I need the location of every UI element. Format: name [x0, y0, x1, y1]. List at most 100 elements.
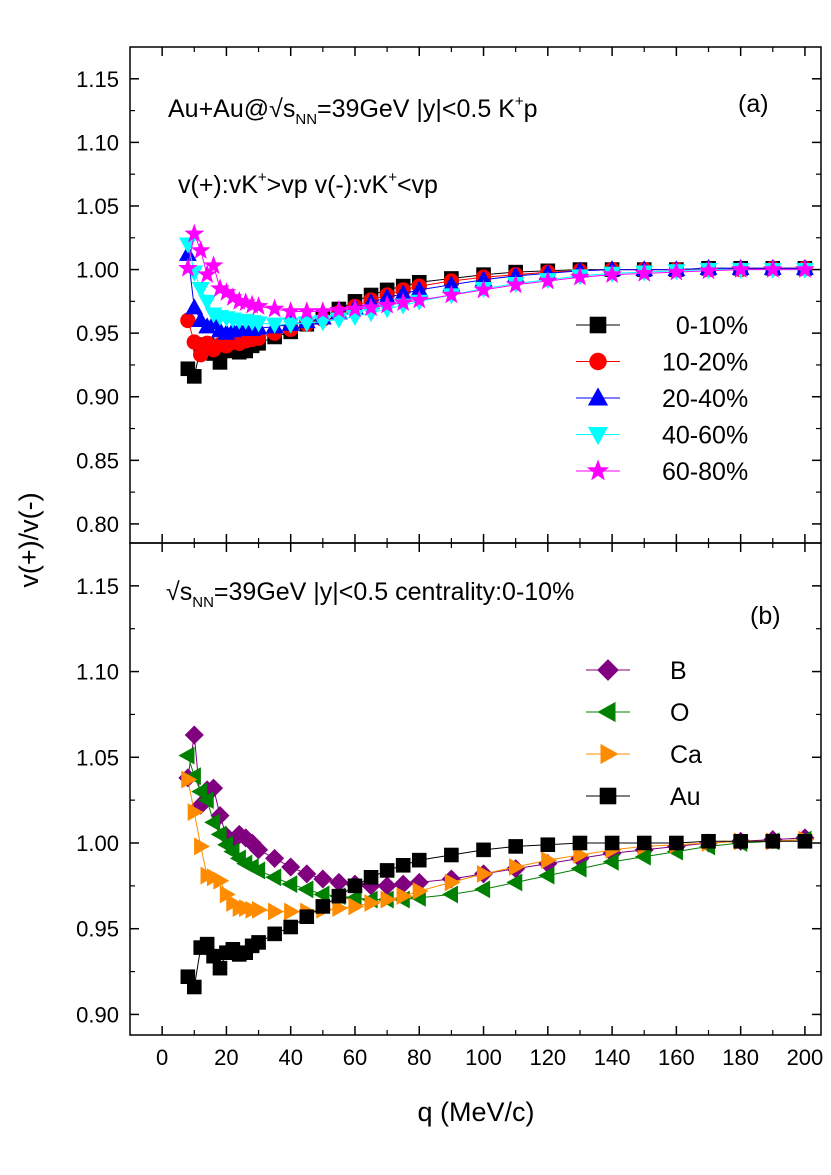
panel-b-data-point	[444, 873, 461, 892]
panel-b-data-point	[348, 897, 365, 916]
legend-b-label: Au	[670, 783, 701, 811]
panel-a-data-point	[666, 261, 687, 281]
panel-a-data-point	[345, 298, 365, 318]
panel-b-data-point	[331, 888, 347, 904]
panel-b-data-point	[476, 864, 493, 883]
panel-b-data-point	[187, 803, 204, 822]
panel-a-ytick-label: 0.95	[76, 321, 119, 346]
panel-b-data-point	[297, 864, 317, 884]
panel-b-data-point	[538, 866, 555, 885]
panel-b-data-point	[570, 859, 587, 878]
legend-b-marker	[600, 743, 619, 765]
panel-b-data-point	[284, 902, 301, 921]
x-tick-label: 140	[594, 1045, 631, 1070]
panel-b-data-point	[194, 837, 211, 856]
panel-b-data-point	[181, 770, 198, 789]
panel-b-data-point	[444, 847, 459, 863]
panel-a-data-point	[762, 259, 783, 278]
panel-b-series-1	[178, 746, 812, 909]
panel-b-ytick-label: 0.95	[76, 917, 119, 942]
panel-b-data-point	[197, 791, 214, 810]
panel-b-data-point	[572, 835, 588, 851]
panel-a-data-point	[197, 264, 217, 284]
panel-a-series-4	[178, 223, 815, 320]
legend-a-marker	[589, 352, 607, 371]
panel-b-data-point	[541, 851, 558, 870]
panel-a-data-point	[473, 279, 494, 299]
panel-a-data-point	[248, 296, 269, 315]
panel-b-series-line	[187, 734, 805, 887]
panel-b-data-point	[249, 861, 266, 880]
panel-b-data-point	[213, 871, 230, 890]
panel-a-data-point	[312, 301, 333, 320]
legend-b-label: Ca	[670, 741, 702, 769]
panel-b-data-point	[701, 833, 716, 849]
panel-a-data-point	[730, 259, 751, 278]
panel-b-data-point	[506, 873, 523, 892]
panel-b-data-point	[396, 887, 413, 906]
panel-b-label: (b)	[750, 602, 781, 630]
panel-b-data-point	[299, 909, 315, 925]
panel-b-data-point	[184, 725, 204, 745]
panel-b-data-point	[573, 846, 590, 864]
panel-b-data-point	[347, 878, 363, 894]
legend-a-label: 10-20%	[662, 349, 748, 377]
x-tick-label: 100	[465, 1045, 502, 1070]
panel-a-data-point	[249, 316, 268, 333]
panel-a-data-point	[190, 240, 211, 259]
legend-b-marker	[599, 787, 617, 805]
legend-b-label: O	[670, 699, 689, 727]
panel-a-data-point	[281, 317, 300, 334]
panel-a-data-point	[185, 298, 204, 315]
panel-b-data-point	[380, 890, 397, 909]
panel-a-ytick-label: 0.80	[76, 512, 119, 537]
panel-a-data-point	[178, 237, 197, 254]
x-tick-label: 40	[278, 1045, 302, 1070]
panel-a-ytick-label: 0.85	[76, 448, 119, 473]
legend-a-marker	[587, 426, 609, 446]
panel-b-data-point	[634, 847, 651, 866]
panel-b-frame	[129, 542, 822, 1036]
legend-a-marker	[586, 459, 610, 481]
panel-b-data-point	[297, 880, 314, 899]
panel-a-data-point	[602, 264, 622, 284]
panel-a-data-point	[537, 270, 558, 290]
panel-b-data-point	[411, 852, 427, 868]
x-tick-label: 60	[343, 1045, 367, 1070]
panel-a-data-point	[698, 260, 719, 280]
panel-b-data-point	[509, 858, 526, 876]
x-tick-label: 120	[529, 1045, 566, 1070]
panel-a-ytick-label: 1.00	[76, 258, 119, 283]
panel-b-ytick-label: 0.90	[76, 1002, 119, 1027]
panel-b-data-point	[313, 885, 330, 904]
panel-a-ytick-label: 1.10	[76, 130, 119, 155]
panel-a-data-point	[184, 223, 205, 243]
panel-a: 0.80 0.85 0.90 0.95 1.00 1.05 1.10 1.15	[76, 47, 821, 543]
panel-b-data-point	[602, 852, 619, 871]
panel-b-data-point	[186, 979, 202, 995]
x-axis: 0 20 40 60 80 100 120 140 160 180 200	[156, 1045, 823, 1070]
panel-b-data-point	[765, 833, 781, 849]
panel-b-data-point	[733, 833, 748, 849]
panel-a-ytick-label: 1.05	[76, 194, 119, 219]
x-tick-label: 200	[787, 1045, 824, 1070]
panel-a-data-point	[329, 299, 349, 319]
panel-b-data-point	[212, 960, 228, 976]
panel-b-data-point	[251, 900, 268, 919]
panel-b-data-point	[363, 869, 379, 885]
panel-a-data-point	[297, 316, 316, 333]
panel-b-data-point	[604, 835, 620, 851]
y-axis-title: v(+)/v(-)	[14, 492, 44, 587]
panel-b-series-0	[178, 725, 815, 896]
legend-panel-b: BO Ca Au	[586, 657, 702, 811]
panel-b-ytick-label: 1.00	[76, 831, 119, 856]
legend-b-marker	[597, 701, 616, 723]
panel-b-data-point	[281, 875, 298, 894]
panel-a-data-point	[393, 292, 414, 312]
legend-panel-a: 0-10% 10-20% 20-40% 40-60% 60-80%	[576, 312, 748, 486]
panel-b-data-point	[797, 833, 813, 849]
panel-b-data-point	[474, 880, 491, 899]
panel-a-ytick-label: 0.90	[76, 385, 119, 410]
panel-b-data-point	[412, 882, 429, 900]
legend-a-label: 60-80%	[662, 458, 748, 486]
